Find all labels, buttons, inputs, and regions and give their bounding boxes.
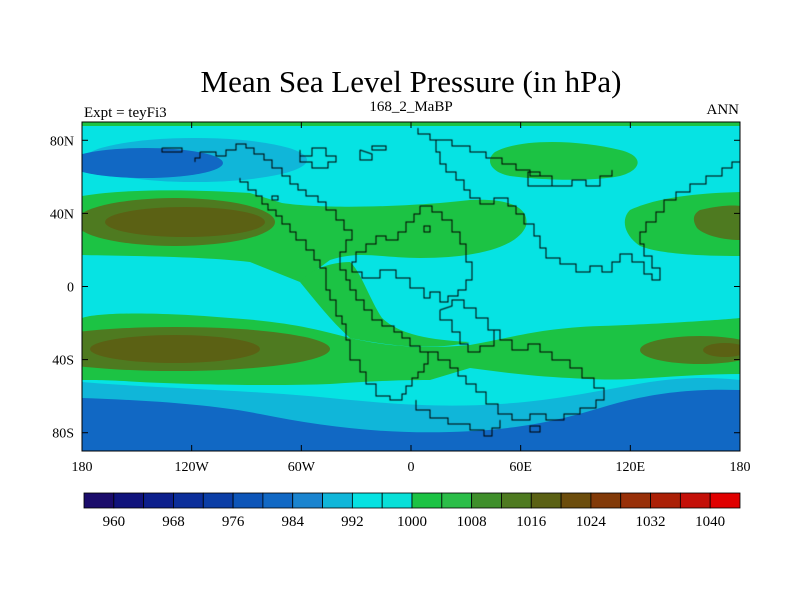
x-tick-label: 60E [509,460,532,475]
y-tick-label: 40N [50,207,74,222]
y-tick-label: 0 [67,281,74,296]
colorbar-box [351,492,383,509]
x-tick-label: 60W [288,460,316,475]
coastline-africa [351,205,473,303]
x-tick-label: 0 [408,460,415,475]
colorbar-box [590,492,622,509]
colorbar-label: 1008 [457,514,487,530]
colorbar-box [381,492,413,509]
x-tick-label: 180 [730,460,751,475]
high-south-pacific-core [90,335,260,363]
colorbar-label: 1024 [576,514,607,530]
coastline-north-america [194,143,429,401]
x-tick-label: 180 [72,460,93,475]
colorbar-label: 960 [103,514,126,530]
x-axis: 180 120W 60W 0 60E 120E 180 [72,122,751,475]
colorbar-label: 1032 [636,514,666,530]
colorbar-box [322,492,353,509]
colorbar-box [501,492,532,509]
colorbar-label: 992 [341,514,364,530]
colorbar-box [143,492,174,509]
colorbar: 960 968 976 984 992 1000 1008 1016 1024 1032 1040 [83,492,741,530]
colorbar-box [411,492,443,509]
colorbar-box [441,492,473,509]
colorbar-box [232,492,264,509]
colorbar-box [292,492,323,509]
period-label: 168_2_MaBP [369,99,452,115]
colorbar-box [620,492,651,509]
coastline-outline-icon [161,128,740,437]
high-south-indian [640,336,740,364]
y-tick-label: 40S [52,354,74,369]
colorbar-label: 1000 [397,514,427,530]
colorbar-box [83,492,115,509]
low-north-subpolar-core [82,148,223,178]
coastline-eurasia [417,128,740,281]
colorbar-box [113,492,145,509]
colorbar-label: 1016 [516,514,547,530]
y-tick-label: 80N [50,134,74,149]
coastline-small-islands [271,171,553,233]
y-tick-label: 80S [52,427,74,442]
colorbar-label: 984 [281,514,304,530]
colorbar-box [530,492,562,509]
contour-band-equatorial [300,262,470,347]
coastline-arctic-islands [161,145,387,169]
colorbar-label: 968 [162,514,185,530]
map-panel [82,122,740,451]
colorbar-box [202,492,234,509]
colorbar-box [650,492,681,509]
x-tick-label: 120W [175,460,210,475]
season-label: ANN [707,102,740,118]
high-north-pacific-core [105,207,265,237]
colorbar-box [679,492,711,509]
colorbar-label: 1040 [695,514,725,530]
x-tick-label: 120E [616,460,646,475]
high-north-atlantic [693,205,740,240]
colorbar-box [709,492,741,509]
chart-title: Mean Sea Level Pressure (in hPa) [201,64,622,99]
y-axis: 80N 40N 0 40S 80S [50,134,740,442]
coastline-south-landmass [415,299,605,437]
colorbar-box [560,492,592,509]
low-south-circumpolar [82,389,740,451]
colorbar-box [262,492,294,509]
colorbar-box [173,492,204,509]
colorbar-label: 976 [222,514,245,530]
experiment-label: Expt = teyFi3 [84,105,167,121]
high-south-indian-core [703,343,740,357]
colorbar-box [471,492,502,509]
